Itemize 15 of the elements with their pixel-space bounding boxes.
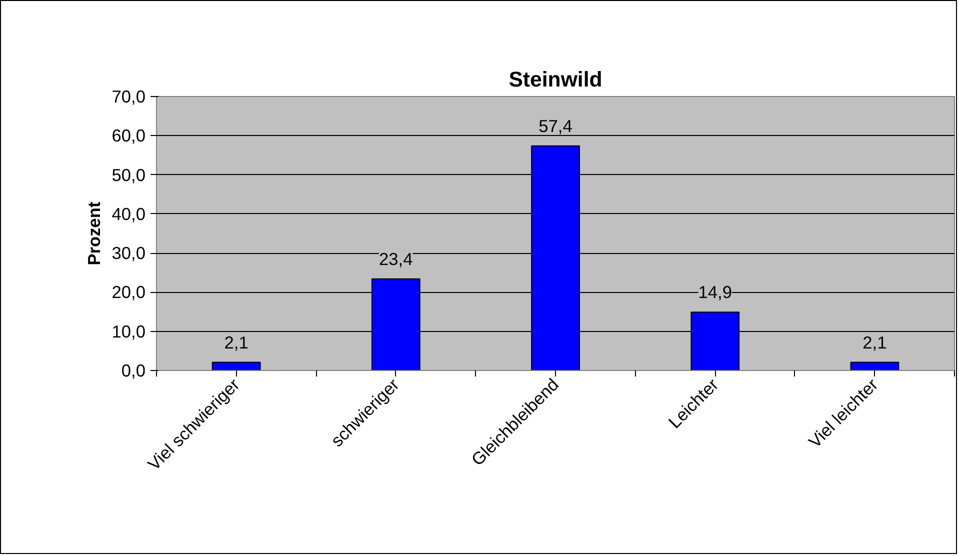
y-axis-title: Prozent <box>84 202 104 266</box>
y-tick-label: 20,0 <box>112 282 146 302</box>
y-tick-label: 0,0 <box>121 360 146 380</box>
data-label: 57,4 <box>538 116 573 136</box>
data-label: 2,1 <box>862 332 887 352</box>
data-label: 2,1 <box>224 332 248 352</box>
y-tick-label: 50,0 <box>112 164 146 185</box>
y-tick-label: 60,0 <box>112 126 146 146</box>
y-tick-label: 10,0 <box>112 321 146 342</box>
data-label: 14,9 <box>698 282 732 302</box>
data-label: 23,4 <box>379 248 414 269</box>
y-tick-label: 30,0 <box>112 243 146 264</box>
y-tick-label: 40,0 <box>112 204 146 224</box>
y-tick-label: 70,0 <box>112 86 146 106</box>
chart-title: Steinwild <box>508 68 602 92</box>
